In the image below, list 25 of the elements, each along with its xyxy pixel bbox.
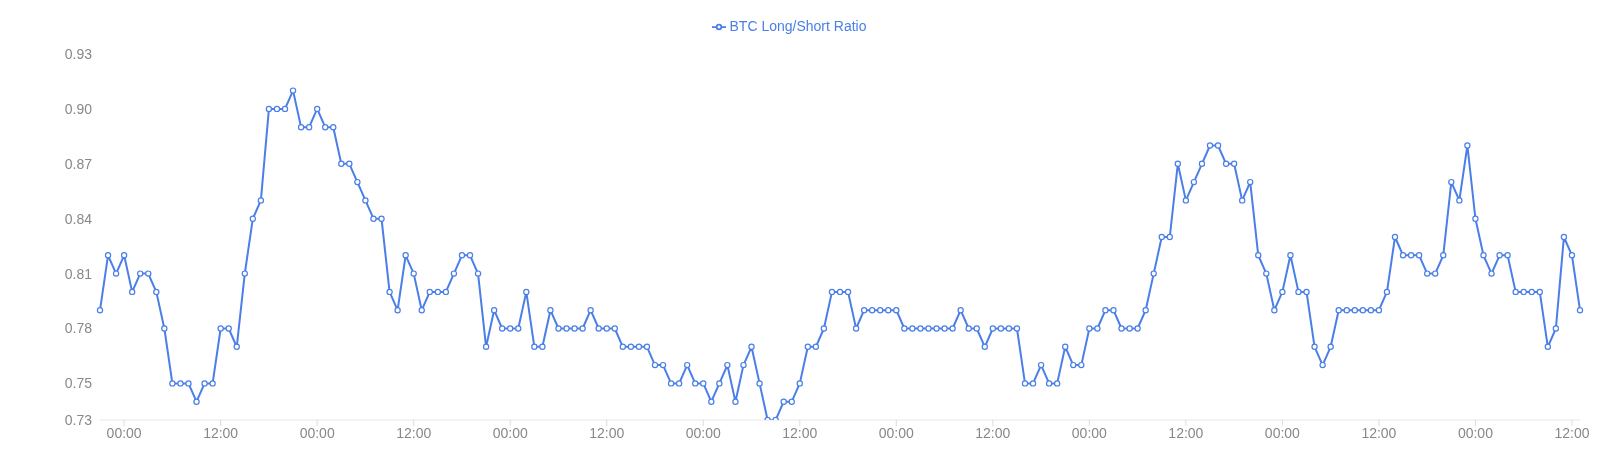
x-tick-label: 12:00 — [1168, 424, 1204, 441]
y-tick-label: 0.84 — [64, 210, 93, 227]
x-tick-label: 12:00 — [975, 424, 1011, 441]
x-tick-label: 00:00 — [1071, 424, 1108, 441]
y-tick-label: 0.75 — [64, 375, 93, 392]
x-tick-label: 00:00 — [685, 424, 721, 441]
x-tick-label: 12:00 — [396, 424, 432, 441]
x-tick-label: 12:00 — [203, 424, 239, 441]
x-tick-label: 00:00 — [299, 424, 335, 441]
y-tick-label: 0.93 — [64, 45, 93, 62]
x-tick-label: 12:00 — [1361, 424, 1397, 441]
y-tick-label: 0.73 — [64, 411, 93, 428]
x-tick-label: 00:00 — [492, 424, 528, 441]
x-tick-label: 00:00 — [1457, 424, 1494, 441]
y-tick-label: 0.87 — [64, 155, 93, 172]
x-tick-label: 00:00 — [878, 424, 915, 441]
x-tick-label: 00:00 — [1264, 424, 1301, 441]
legend-label: BTC Long/Short Ratio — [729, 18, 867, 34]
x-tick-label: 12:00 — [782, 424, 818, 441]
x-tick-label: 12:00 — [1554, 424, 1590, 441]
y-tick-label: 0.81 — [64, 265, 93, 282]
x-tick-label: 12:00 — [589, 424, 625, 441]
y-tick-label: 0.78 — [64, 320, 93, 337]
y-tick-label: 0.90 — [64, 100, 93, 117]
x-tick-label: 00:00 — [106, 424, 142, 441]
